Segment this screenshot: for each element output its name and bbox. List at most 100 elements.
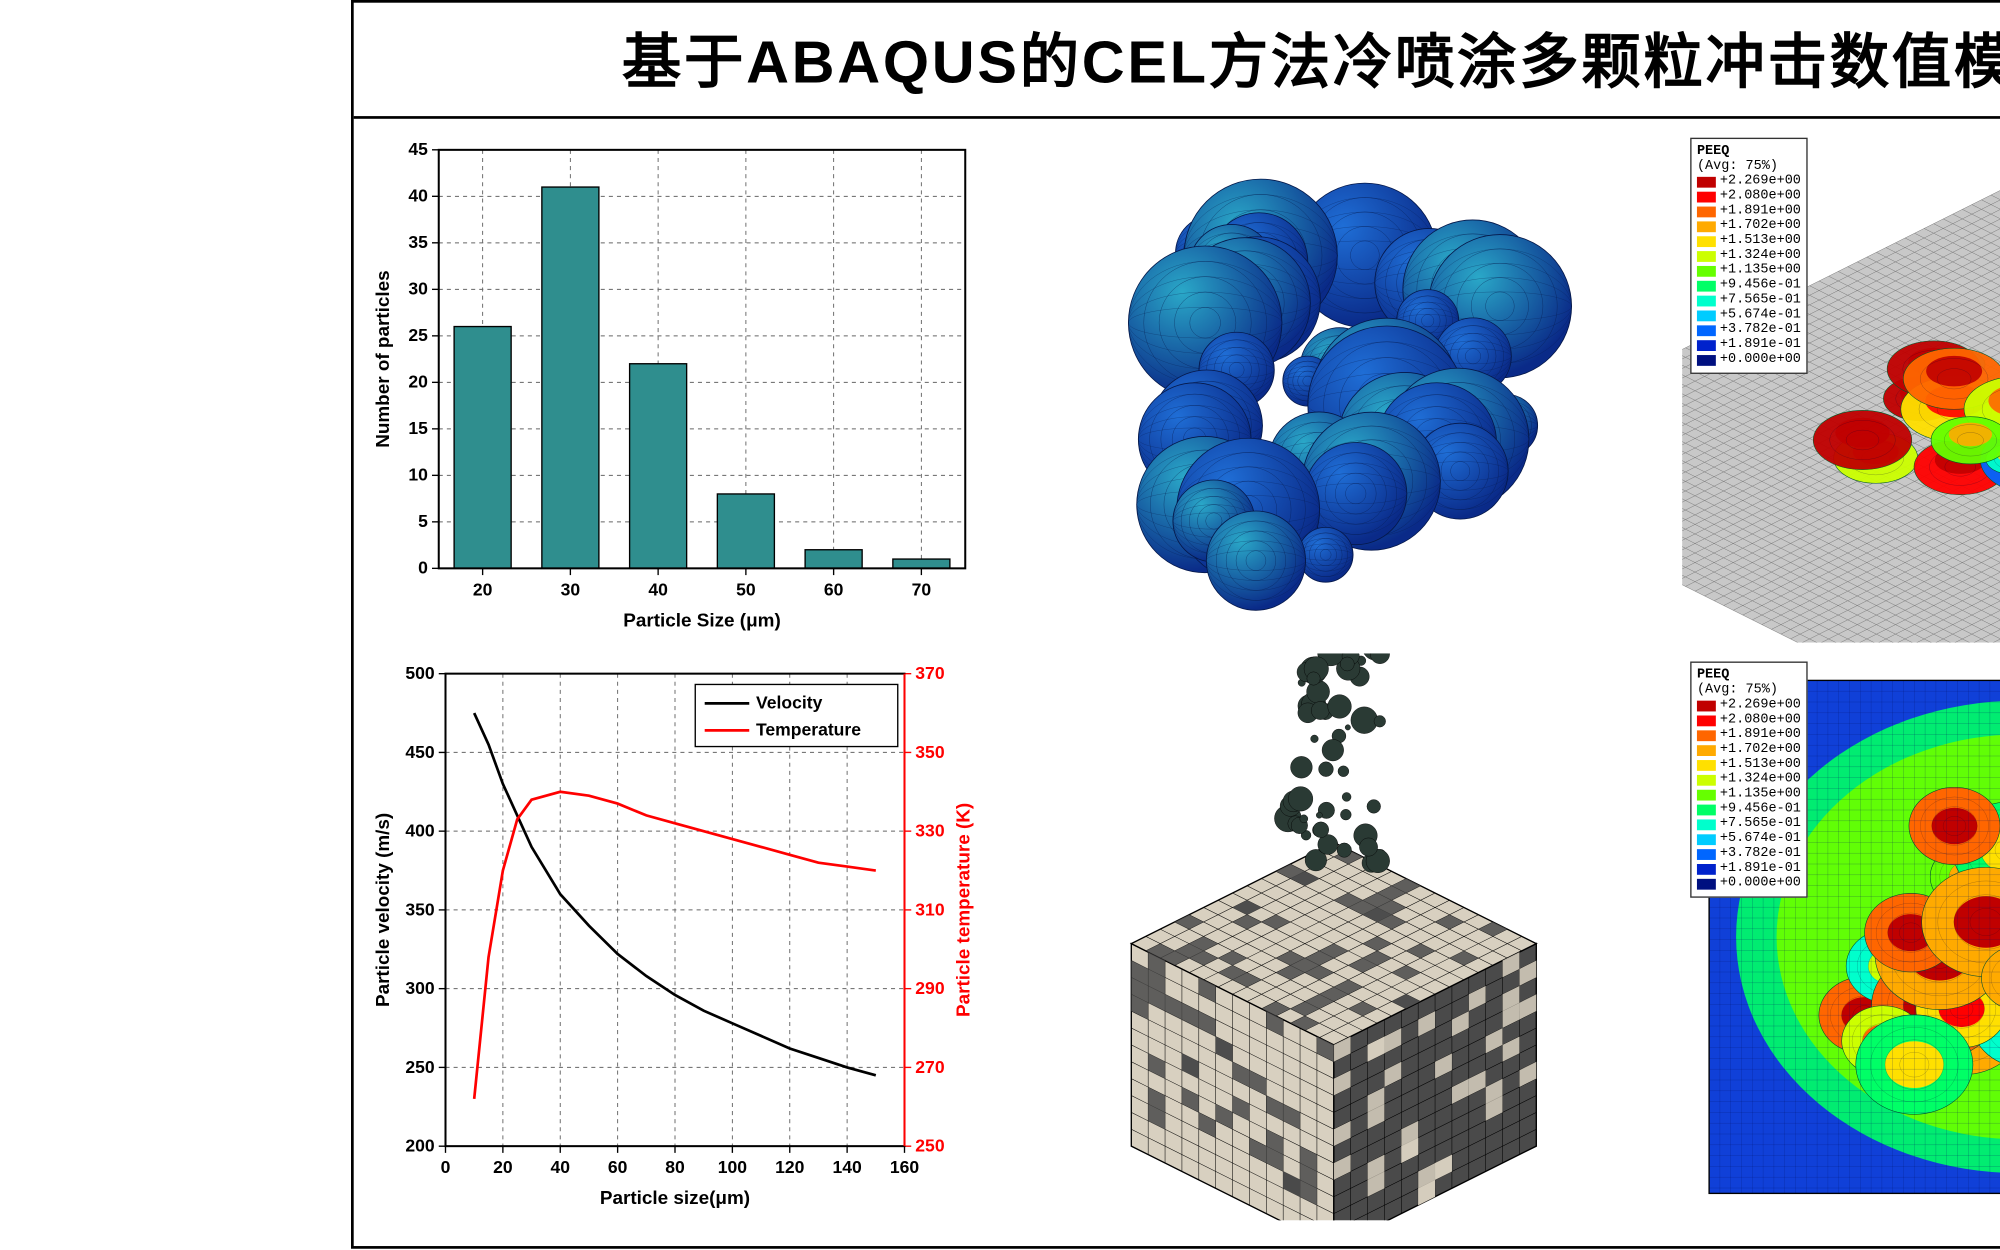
peeq-legend-row: +9.456e-01 xyxy=(1697,278,1801,293)
peeq-legend-row: +2.269e+00 xyxy=(1697,174,1801,189)
svg-text:160: 160 xyxy=(890,1157,920,1177)
peeq-swatch xyxy=(1697,804,1716,815)
peeq-legend-row: +1.135e+00 xyxy=(1697,263,1801,278)
peeq-value: +0.000e+00 xyxy=(1720,876,1801,891)
peeq-swatch xyxy=(1697,745,1716,756)
peeq-swatch xyxy=(1697,759,1716,770)
panel-lineplot: 2002503003504004505002502702903103303503… xyxy=(365,653,986,1220)
peeq-value: +2.269e+00 xyxy=(1720,174,1801,189)
figure-grid: 051015202530354045203040506070Particle S… xyxy=(354,119,2000,1246)
figure-title: 基于ABAQUS的CEL方法冷喷涂多颗粒冲击数值模拟 xyxy=(354,3,2000,119)
svg-text:140: 140 xyxy=(832,1157,862,1177)
svg-text:10: 10 xyxy=(408,465,428,485)
svg-text:Particle velocity (m/s): Particle velocity (m/s) xyxy=(373,813,394,1007)
svg-text:0: 0 xyxy=(418,558,428,578)
svg-text:120: 120 xyxy=(775,1157,805,1177)
peeq-legend-bottom: PEEQ (Avg: 75%) +2.269e+00+2.080e+00+1.8… xyxy=(1690,662,1807,898)
peeq-legend-row: +3.782e-01 xyxy=(1697,846,1801,861)
peeq-swatch xyxy=(1697,221,1716,232)
peeq-swatch xyxy=(1697,789,1716,800)
peeq-legend-row: +0.000e+00 xyxy=(1697,352,1801,367)
svg-text:15: 15 xyxy=(408,418,428,438)
peeq-swatch xyxy=(1697,700,1716,711)
svg-text:200: 200 xyxy=(405,1136,435,1156)
svg-text:80: 80 xyxy=(665,1157,685,1177)
peeq-legend-row: +1.702e+00 xyxy=(1697,743,1801,758)
svg-text:500: 500 xyxy=(405,663,435,683)
peeq-swatch xyxy=(1697,354,1716,365)
peeq-value: +5.674e-01 xyxy=(1720,308,1801,323)
svg-text:30: 30 xyxy=(408,279,428,299)
peeq-legend-row: +0.000e+00 xyxy=(1697,876,1801,891)
peeq-swatch xyxy=(1697,819,1716,830)
velocity-temperature-chart: 2002503003504004505002502702903103303503… xyxy=(365,653,986,1220)
peeq-value: +9.456e-01 xyxy=(1720,278,1801,293)
peeq-swatch xyxy=(1697,295,1716,306)
peeq-value: +3.782e-01 xyxy=(1720,846,1801,861)
peeq-legend-row: +5.674e-01 xyxy=(1697,308,1801,323)
svg-text:270: 270 xyxy=(915,1057,945,1077)
peeq-legend-row: +1.702e+00 xyxy=(1697,219,1801,234)
svg-text:310: 310 xyxy=(915,899,945,919)
peeq-value: +1.702e+00 xyxy=(1720,743,1801,758)
figure-frame: 基于ABAQUS的CEL方法冷喷涂多颗粒冲击数值模拟 0510152025303… xyxy=(351,0,2000,1249)
peeq-swatch xyxy=(1697,878,1716,889)
peeq-value: +1.891e+00 xyxy=(1720,728,1801,743)
peeq-swatch xyxy=(1697,236,1716,247)
svg-text:0: 0 xyxy=(441,1157,451,1177)
svg-text:35: 35 xyxy=(408,232,428,252)
peeq-swatch xyxy=(1697,863,1716,874)
peeq-legend-row: +2.269e+00 xyxy=(1697,698,1801,713)
histogram-chart: 051015202530354045203040506070Particle S… xyxy=(365,130,986,643)
peeq-value: +1.324e+00 xyxy=(1720,772,1801,787)
peeq-legend-row: +2.080e+00 xyxy=(1697,189,1801,204)
peeq-legend-row: +1.135e+00 xyxy=(1697,787,1801,802)
peeq-value: +1.324e+00 xyxy=(1720,248,1801,263)
svg-text:45: 45 xyxy=(408,139,428,159)
peeq-legend-row: +1.891e-01 xyxy=(1697,861,1801,876)
svg-text:330: 330 xyxy=(915,821,945,841)
svg-text:Particle temperature (K): Particle temperature (K) xyxy=(953,803,974,1017)
peeq-legend-row: +1.513e+00 xyxy=(1697,757,1801,772)
peeq-value: +1.513e+00 xyxy=(1720,234,1801,249)
peeq-value: +1.135e+00 xyxy=(1720,263,1801,278)
peeq-legend-row: +1.324e+00 xyxy=(1697,772,1801,787)
peeq-swatch xyxy=(1697,325,1716,336)
svg-text:350: 350 xyxy=(405,899,435,919)
peeq-value: +9.456e-01 xyxy=(1720,802,1801,817)
peeq-value: +2.269e+00 xyxy=(1720,698,1801,713)
svg-text:Particle size(μm): Particle size(μm) xyxy=(600,1188,750,1209)
peeq-swatch xyxy=(1697,730,1716,741)
svg-text:300: 300 xyxy=(405,978,435,998)
peeq-legend-title-2: PEEQ xyxy=(1697,668,1801,683)
panel-peeq-top: PEEQ (Avg: 75%) +2.269e+00+2.080e+00+1.8… xyxy=(1682,653,2000,1220)
peeq-swatch xyxy=(1697,834,1716,845)
peeq-swatch xyxy=(1697,265,1716,276)
svg-text:370: 370 xyxy=(915,663,945,683)
svg-text:250: 250 xyxy=(915,1136,945,1156)
peeq-swatch xyxy=(1697,280,1716,291)
svg-text:400: 400 xyxy=(405,821,435,841)
svg-text:450: 450 xyxy=(405,742,435,762)
peeq-value: +1.702e+00 xyxy=(1720,219,1801,234)
panel-peeq-iso: PEEQ (Avg: 75%) +2.269e+00+2.080e+00+1.8… xyxy=(1682,130,2000,643)
svg-text:60: 60 xyxy=(824,579,844,599)
peeq-legend-row: +1.891e+00 xyxy=(1697,728,1801,743)
svg-text:20: 20 xyxy=(493,1157,513,1177)
svg-text:5: 5 xyxy=(418,511,428,531)
peeq-value: +3.782e-01 xyxy=(1720,323,1801,338)
peeq-swatch xyxy=(1697,191,1716,202)
svg-text:40: 40 xyxy=(550,1157,570,1177)
peeq-value: +2.080e+00 xyxy=(1720,189,1801,204)
svg-text:Particle Size (μm): Particle Size (μm) xyxy=(623,610,781,631)
peeq-swatch xyxy=(1697,310,1716,321)
panel-mesh-cube xyxy=(996,653,1671,1220)
peeq-legend-row: +1.513e+00 xyxy=(1697,234,1801,249)
svg-text:290: 290 xyxy=(915,978,945,998)
peeq-value: +5.674e-01 xyxy=(1720,832,1801,847)
svg-text:20: 20 xyxy=(408,372,428,392)
svg-text:Number of particles: Number of particles xyxy=(373,270,394,447)
peeq-swatch xyxy=(1697,340,1716,351)
peeq-legend-row: +2.080e+00 xyxy=(1697,713,1801,728)
peeq-legend-row: +1.324e+00 xyxy=(1697,248,1801,263)
